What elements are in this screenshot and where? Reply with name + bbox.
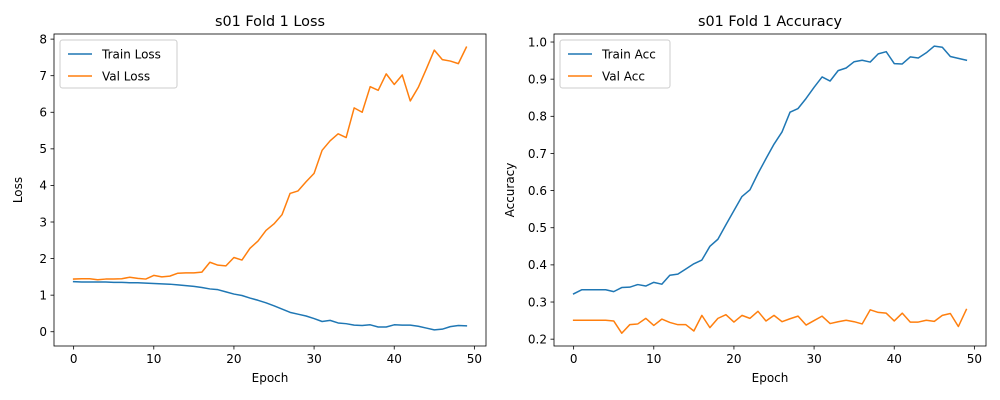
accuracy-y-tick-label: 0.3 (528, 295, 547, 309)
loss-x-tick-label: 50 (467, 352, 482, 366)
loss-y-tick-label: 4 (39, 179, 47, 193)
accuracy-y-tick-label: 0.5 (528, 221, 547, 235)
accuracy-chart-title: s01 Fold 1 Accuracy (698, 14, 843, 30)
loss-y-tick-label: 6 (39, 106, 47, 120)
accuracy-y-axis-label: Accuracy (503, 163, 517, 218)
loss-y-axis-label: Loss (11, 177, 25, 203)
loss-x-tick-label: 10 (146, 352, 161, 366)
loss-y-tick-label: 2 (39, 252, 47, 266)
accuracy-y-tick-label: 0.2 (528, 332, 547, 346)
accuracy-series (572, 45, 968, 334)
accuracy-series-line-train-acc (572, 45, 968, 295)
loss-y-tick-label: 7 (39, 69, 47, 83)
accuracy-series-line-val-acc (572, 308, 968, 334)
loss-series-line-train-loss (72, 280, 468, 331)
accuracy-y-tick-label: 1.0 (528, 35, 547, 49)
loss-x-tick-label: 40 (387, 352, 402, 366)
loss-ticks: 0 10 20 30 40 50 0 1 2 3 4 5 6 7 8 (39, 32, 482, 366)
accuracy-y-tick-label: 0.4 (528, 258, 547, 272)
accuracy-x-tick-label: 40 (887, 352, 902, 366)
loss-series (72, 46, 468, 331)
loss-legend-label: Train Loss (101, 47, 161, 61)
loss-y-tick-label: 8 (39, 32, 47, 46)
accuracy-y-tick-label: 0.6 (528, 184, 547, 198)
accuracy-x-tick-label: 30 (806, 352, 821, 366)
loss-y-tick-label: 0 (39, 325, 47, 339)
accuracy-y-tick-label: 0.7 (528, 147, 547, 161)
loss-legend-label: Val Loss (102, 69, 150, 83)
accuracy-legend-label: Train Acc (601, 47, 656, 61)
accuracy-ticks: 0 10 20 30 40 50 0.2 0.3 0.4 0.5 0.6 0.7 0.8 0.9 1.0 (528, 35, 982, 366)
loss-chart: s01 Fold 1 Loss Epoch Loss 0 10 20 30 40 50 0 1… (11, 14, 487, 385)
loss-y-tick-label: 5 (39, 142, 47, 156)
accuracy-x-axis-label: Epoch (752, 371, 789, 385)
loss-legend: Train Loss Val Loss (59, 39, 178, 89)
loss-x-axis-label: Epoch (252, 371, 289, 385)
accuracy-y-tick-label: 0.8 (528, 110, 547, 124)
accuracy-chart: s01 Fold 1 Accuracy Epoch Accuracy 0 10 20… (503, 14, 987, 385)
loss-y-tick-label: 3 (39, 215, 47, 229)
accuracy-x-tick-label: 0 (570, 352, 578, 366)
accuracy-legend-label: Val Acc (602, 69, 645, 83)
accuracy-x-tick-label: 20 (726, 352, 741, 366)
accuracy-plot-frame (553, 33, 987, 347)
accuracy-legend: Train Acc Val Acc (559, 39, 671, 89)
loss-chart-title: s01 Fold 1 Loss (215, 14, 325, 30)
loss-series-line-val-loss (72, 46, 468, 281)
loss-y-tick-label: 1 (39, 288, 47, 302)
loss-plot-frame (53, 33, 487, 347)
loss-x-tick-label: 30 (306, 352, 321, 366)
loss-x-tick-label: 20 (226, 352, 241, 366)
loss-x-tick-label: 0 (70, 352, 78, 366)
accuracy-x-tick-label: 10 (646, 352, 661, 366)
accuracy-y-tick-label: 0.9 (528, 72, 547, 86)
accuracy-x-tick-label: 50 (967, 352, 982, 366)
